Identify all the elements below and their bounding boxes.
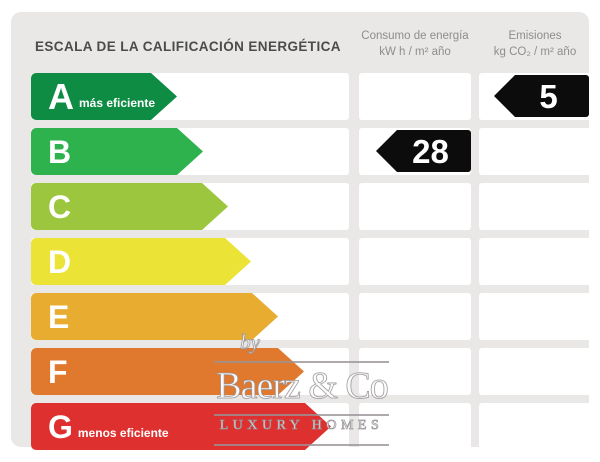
rating-letter: D [48, 243, 72, 280]
consumo-cell [359, 73, 471, 120]
rating-arrow: D [31, 238, 251, 285]
certificate-panel: ESCALA DE LA CALIFICACIÓN ENERGÉTICA Con… [11, 12, 591, 450]
watermark-rule-bottom [214, 444, 389, 446]
watermark-brand-name: Baerz & Co [216, 365, 389, 407]
consumo-value-arrow: 28 [376, 130, 471, 172]
watermark-rule-top [214, 361, 389, 363]
consumo-column-header: Consumo de energía kW h / m² año [359, 28, 471, 60]
rating-note: menos eficiente [77, 426, 169, 440]
consumo-cell [359, 183, 471, 230]
emisiones-cell [479, 183, 591, 230]
rating-row-a: A más eficiente [11, 73, 591, 120]
consumo-header-line2: kW h / m² año [379, 46, 451, 58]
rating-letter: G [48, 408, 73, 445]
emisiones-cell [479, 403, 591, 450]
watermark-rule-middle [214, 414, 389, 416]
watermark-by-text: by [240, 330, 261, 355]
rating-row-g: G menos eficiente [11, 403, 591, 450]
emisiones-header-line2: kg CO₂ / m² año [493, 46, 577, 58]
consumo-cell [359, 348, 471, 395]
rating-arrow: A más eficiente [31, 73, 177, 120]
rating-letter: E [48, 298, 70, 335]
consumo-cell [359, 293, 471, 340]
rating-arrow: G menos eficiente [31, 403, 331, 450]
rating-arrow: F [31, 348, 304, 395]
emisiones-header-line1: Emisiones [508, 30, 562, 42]
emisiones-value-arrow: 5 [494, 75, 589, 117]
rating-row-d: D [11, 238, 591, 285]
emisiones-cell [479, 238, 591, 285]
consumo-cell [359, 238, 471, 285]
emisiones-cell [479, 293, 591, 340]
rating-letter: F [48, 353, 68, 390]
rating-row-c: C [11, 183, 591, 230]
watermark-tagline: LUXURY HOMES [219, 418, 384, 434]
rating-letter: B [48, 133, 72, 170]
rating-arrow: C [31, 183, 228, 230]
rating-arrow: B [31, 128, 203, 175]
page-title: ESCALA DE LA CALIFICACIÓN ENERGÉTICA [35, 39, 341, 54]
rating-row-f: F [11, 348, 591, 395]
consumo-header-line1: Consumo de energía [361, 30, 469, 42]
emisiones-value: 5 [539, 77, 558, 115]
consumo-value: 28 [412, 132, 449, 170]
emisiones-cell [479, 128, 591, 175]
rating-row-b: B [11, 128, 591, 175]
rating-arrow: E [31, 293, 278, 340]
rating-note: más eficiente [79, 96, 156, 110]
emisiones-cell [479, 348, 591, 395]
rating-letter: A [48, 75, 74, 117]
rating-row-e: E [11, 293, 591, 340]
rating-letter: C [48, 188, 72, 225]
consumo-cell [359, 403, 471, 450]
emisiones-column-header: Emisiones kg CO₂ / m² año [479, 28, 591, 60]
